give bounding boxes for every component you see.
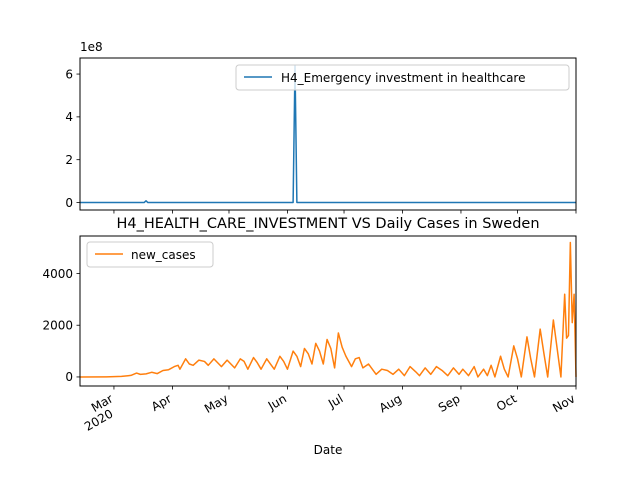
top-axes: 1e8 0 2 4 6 H4_Emergency investment in heal… xyxy=(65,40,577,214)
top-axes-offset-label: 1e8 xyxy=(80,40,103,54)
top-legend-frame xyxy=(235,64,570,91)
series-line-h4-emergency-investment-in-healthcare xyxy=(80,64,576,204)
bottom-legend-frame xyxy=(86,241,214,268)
y-tick-label: 4000 xyxy=(42,267,73,281)
top-axes-frame xyxy=(79,57,577,211)
y-tick-label: 0 xyxy=(65,370,73,384)
y-tick-label: 6 xyxy=(65,67,73,81)
bottom-legend: new_cases xyxy=(86,241,214,268)
top-legend: H4_Emergency investment in healthcare xyxy=(235,64,570,91)
bottom-legend-label: new_cases xyxy=(131,248,196,262)
bottom-plot-area xyxy=(79,241,577,378)
bottom-axes-frame xyxy=(79,235,577,387)
y-tick-label: 4 xyxy=(65,110,73,124)
y-tick-label: 2000 xyxy=(42,319,73,333)
top-plot-area xyxy=(80,64,576,204)
bottom-axes: H4_HEALTH_CARE_INVESTMENT VS Daily Cases… xyxy=(42,216,577,457)
x-tick-label: Jul xyxy=(325,391,345,411)
x-axis-label: Date xyxy=(314,443,343,457)
top-y-ticks: 0 2 4 6 xyxy=(65,67,577,214)
series-line-new-cases xyxy=(79,241,577,378)
chart-title: H4_HEALTH_CARE_INVESTMENT VS Daily Cases… xyxy=(116,216,539,232)
y-tick-label: 0 xyxy=(65,196,73,210)
top-legend-label: H4_Emergency investment in healthcare xyxy=(281,71,525,85)
bottom-y-ticks: 0 2000 4000 xyxy=(42,267,80,384)
y-tick-label: 2 xyxy=(65,153,73,167)
